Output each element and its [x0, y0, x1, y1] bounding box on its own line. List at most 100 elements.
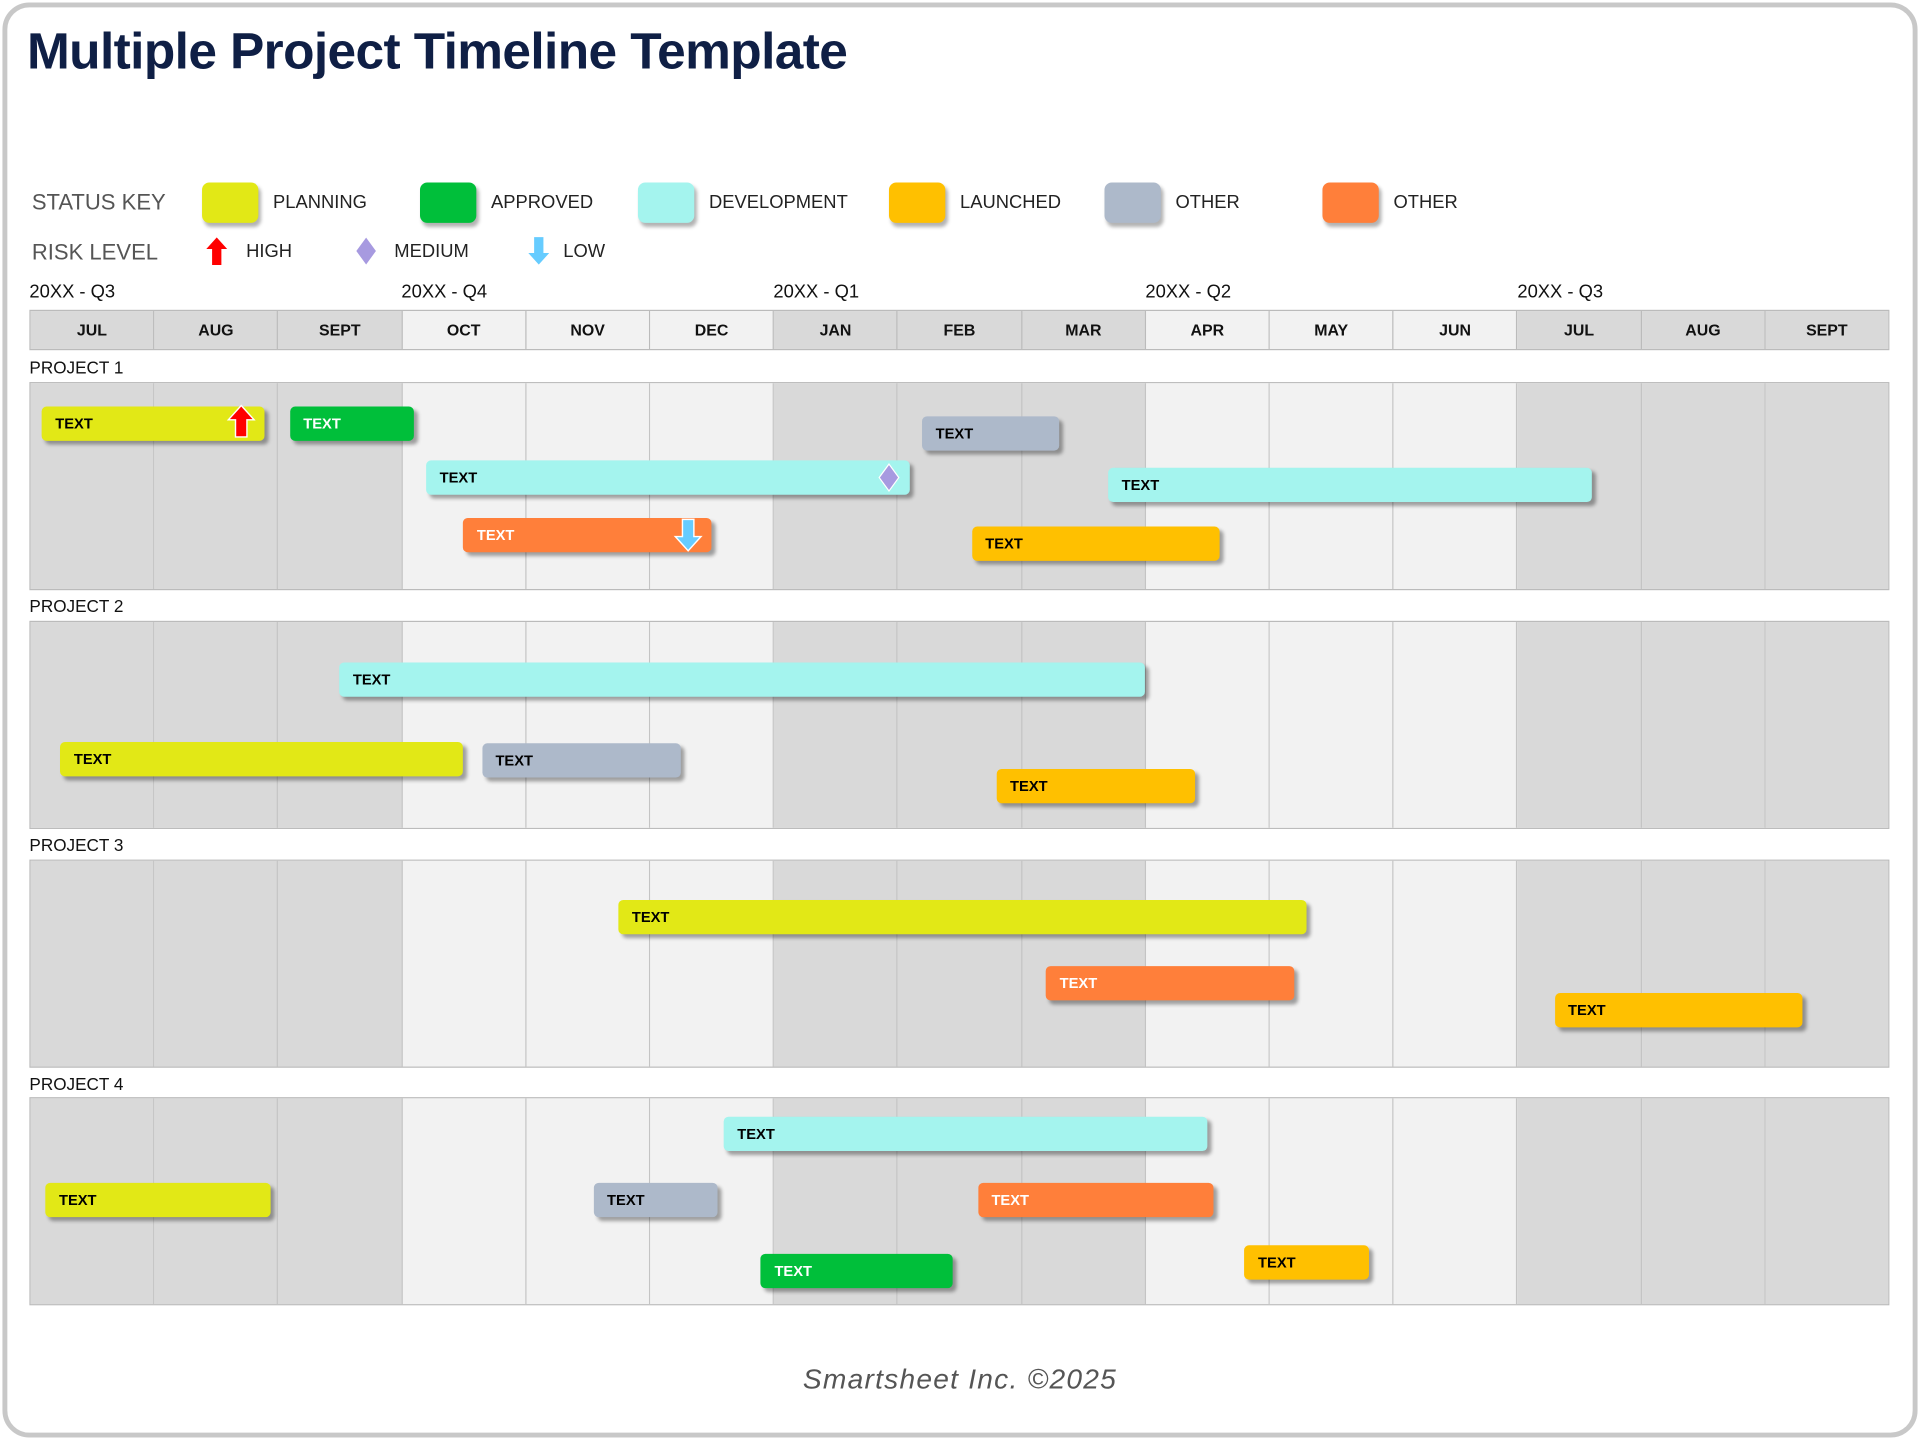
month-column: [1517, 860, 1642, 1067]
quarter-label: 20XX - Q3: [29, 281, 116, 303]
project-label: PROJECT 2: [29, 596, 124, 616]
task-bar[interactable]: TEXT: [1244, 1245, 1369, 1280]
month-column: [774, 860, 899, 1067]
status-label: LAUNCHED: [960, 192, 1062, 214]
task-bar[interactable]: TEXT: [426, 460, 910, 496]
diamond-icon: [354, 235, 378, 267]
quarter-label: 20XX - Q1: [773, 281, 860, 303]
task-label: TEXT: [774, 1262, 813, 1280]
month-column: [526, 860, 651, 1067]
month-column: [278, 622, 403, 828]
status-swatch-planning: [202, 182, 259, 223]
task-bar[interactable]: TEXT: [339, 662, 1146, 697]
status-label: APPROVED: [491, 192, 594, 214]
task-label: TEXT: [352, 671, 391, 689]
task-label: TEXT: [991, 1191, 1030, 1209]
quarter-label: 20XX - Q4: [401, 281, 488, 303]
arrow-down-icon: [525, 235, 553, 267]
status-swatch-other: [1104, 182, 1161, 223]
risk-label: HIGH: [246, 241, 293, 263]
month-column: [402, 622, 527, 828]
month-column: [154, 622, 279, 828]
month-header-nov: NOV: [526, 311, 651, 349]
risk-level-label: RISK LEVEL: [31, 240, 159, 265]
task-bar[interactable]: TEXT: [723, 1116, 1208, 1152]
status-label: OTHER: [1175, 192, 1240, 214]
task-bar[interactable]: TEXT: [481, 743, 681, 778]
month-column: [650, 860, 775, 1067]
month-column: [402, 860, 527, 1067]
month-header-jul: JUL: [1517, 311, 1642, 349]
month-column: [1765, 860, 1889, 1067]
task-bar[interactable]: TEXT: [60, 742, 464, 777]
task-bar[interactable]: TEXT: [618, 900, 1307, 935]
task-bar[interactable]: TEXT: [1554, 993, 1803, 1028]
month-column: [1269, 860, 1394, 1067]
month-header-apr: APR: [1145, 311, 1270, 349]
task-bar[interactable]: TEXT: [463, 517, 712, 553]
month-header-jun: JUN: [1393, 311, 1518, 349]
status-swatch-development: [637, 182, 695, 223]
arrow-down-icon: [673, 518, 703, 552]
task-label: TEXT: [303, 415, 341, 433]
month-header-aug: AUG: [1641, 311, 1766, 349]
month-column: [154, 860, 279, 1067]
month-column: [278, 860, 403, 1067]
month-header-jul: JUL: [30, 311, 155, 349]
status-key-label: STATUS KEY: [31, 189, 166, 215]
month-header-sept: SEPT: [1765, 311, 1889, 349]
month-header-feb: FEB: [898, 311, 1022, 349]
task-label: TEXT: [1059, 974, 1098, 992]
task-label: TEXT: [1010, 777, 1048, 795]
arrow-up-icon: [203, 235, 231, 267]
status-swatch-launched: [888, 182, 946, 223]
task-bar[interactable]: TEXT: [1108, 467, 1592, 503]
task-bar[interactable]: TEXT: [593, 1182, 718, 1218]
month-column: [1765, 622, 1889, 828]
task-label: TEXT: [58, 1191, 97, 1209]
task-bar[interactable]: TEXT: [1046, 966, 1295, 1001]
status-swatch-approved: [420, 182, 477, 223]
task-label: TEXT: [1121, 476, 1160, 494]
month-header: JUL AUG SEPT OCT NOV DEC JAN FEB MAR APR MAY JUN JUL…: [29, 309, 1890, 351]
month-column: [1641, 1098, 1766, 1305]
project-panel: [29, 859, 1890, 1068]
task-bar[interactable]: TEXT: [45, 1182, 272, 1218]
task-bar[interactable]: TEXT: [760, 1253, 954, 1289]
task-bar[interactable]: TEXT: [922, 416, 1059, 451]
arrow-up-icon: [227, 404, 257, 438]
month-header-sept: SEPT: [278, 311, 403, 349]
month-column: [1393, 860, 1518, 1067]
month-column: [650, 622, 775, 828]
page-title: Multiple Project Timeline Template: [26, 22, 848, 80]
task-label: TEXT: [439, 468, 478, 487]
task-label: TEXT: [935, 424, 974, 443]
task-bar[interactable]: TEXT: [289, 406, 414, 441]
risk-label: MEDIUM: [394, 241, 469, 263]
task-label: TEXT: [1568, 1001, 1606, 1019]
risk-indicator: [875, 463, 902, 496]
month-column: [278, 1098, 403, 1305]
task-bar[interactable]: TEXT: [41, 404, 265, 442]
month-header-jan: JAN: [774, 311, 899, 349]
month-column: [1393, 1098, 1518, 1305]
task-label: TEXT: [631, 908, 670, 926]
month-column: [1765, 1098, 1889, 1305]
project-label: PROJECT 4: [29, 1073, 124, 1094]
month-header-oct: OCT: [402, 311, 527, 349]
task-label: TEXT: [1258, 1253, 1296, 1272]
month-header-aug: AUG: [154, 311, 279, 349]
month-header-dec: DEC: [650, 311, 775, 349]
task-label: TEXT: [607, 1191, 645, 1209]
status-swatch-other: [1322, 182, 1379, 223]
quarter-label: 20XX - Q3: [1517, 281, 1604, 303]
risk-indicator: [226, 404, 258, 442]
task-bar[interactable]: TEXT: [996, 768, 1195, 804]
month-column: [402, 1098, 527, 1305]
month-column: [1021, 860, 1146, 1067]
task-bar[interactable]: TEXT: [971, 526, 1220, 561]
task-bar[interactable]: TEXT: [977, 1182, 1214, 1218]
footer-copyright: Smartsheet Inc. ©2025: [802, 1362, 1118, 1395]
task-label: TEXT: [495, 751, 533, 769]
